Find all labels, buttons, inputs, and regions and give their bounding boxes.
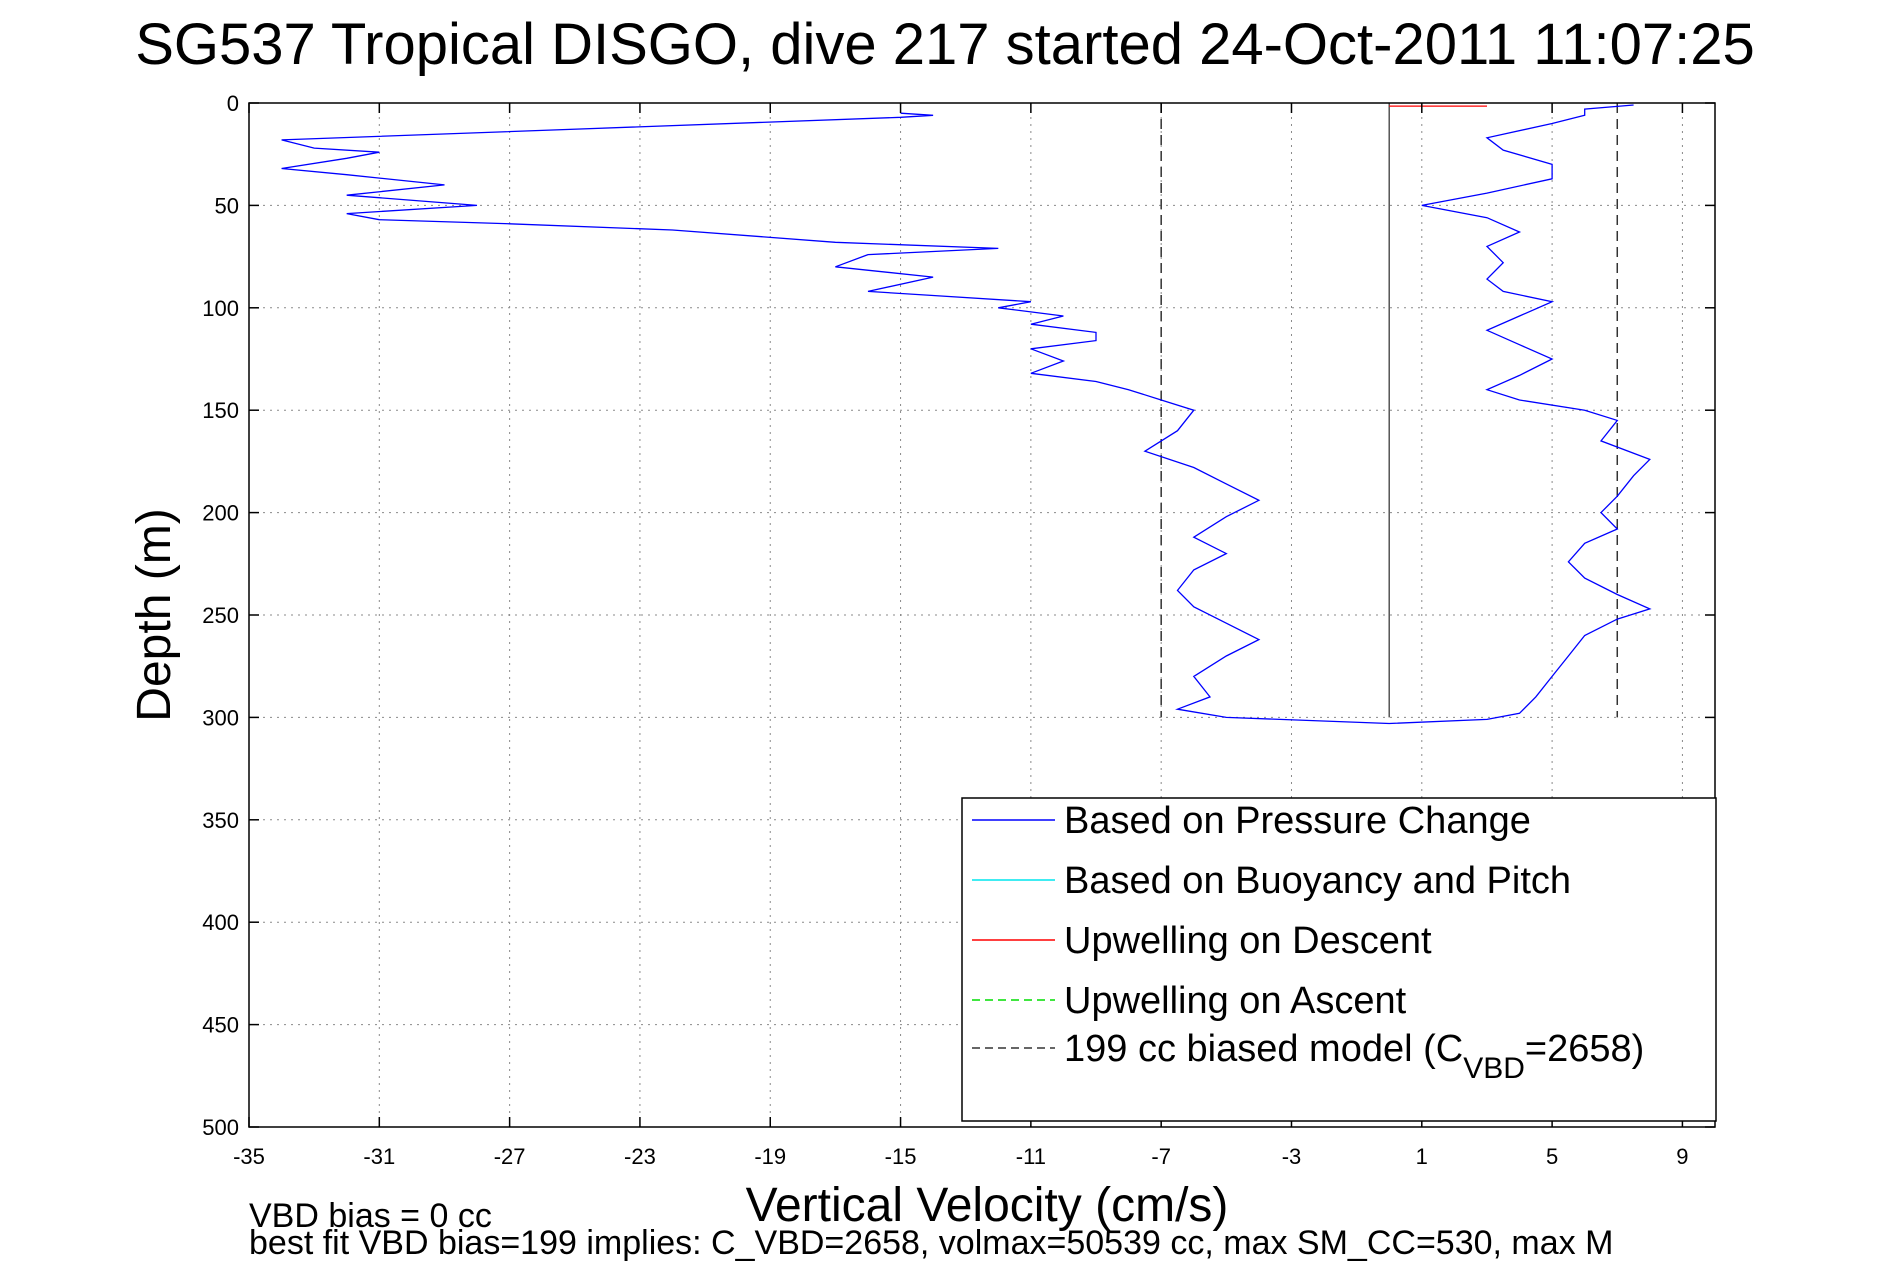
legend: Based on Pressure Change Based on Buoyanc… [961,797,1717,1122]
x-tick-label: -27 [494,1144,526,1169]
x-tick-label: 1 [1416,1144,1428,1169]
x-tick-label: -15 [885,1144,917,1169]
y-axis-label: Depth (m) [128,508,181,721]
footer-best-fit: best fit VBD bias=199 implies: C_VBD=265… [249,1224,1613,1262]
legend-label: Upwelling on Descent [1064,920,1432,962]
legend-box [961,797,1717,1122]
footer-vbd-bias: VBD bias = 0 cc [249,1197,492,1235]
x-tick-label: -19 [754,1144,786,1169]
y-tick-label: 350 [202,808,239,833]
x-tick-label: -3 [1282,1144,1302,1169]
series-line [281,104,1652,725]
y-tick-label: 0 [227,91,239,116]
x-tick-label: -23 [624,1144,656,1169]
x-tick-label: 9 [1676,1144,1688,1169]
x-tick-label: -11 [1016,1144,1046,1169]
x-axis-label: Vertical Velocity (cm/s) [746,1179,1229,1232]
x-tick-label: 5 [1546,1144,1558,1169]
reference-lines [1160,103,1619,718]
legend-label: Based on Buoyancy and Pitch [1064,860,1571,902]
legend-label: Based on Pressure Change [1064,800,1531,842]
series-group [281,104,1652,725]
y-tick-label: 100 [202,296,239,321]
y-tick-label: 200 [202,501,239,526]
x-tick-label: -7 [1151,1144,1171,1169]
ticks: -35 -31 -27 -23 -19 -15 -11 -7 -3 1 5 9050100150200… [202,91,1715,1169]
chart-title: SG537 Tropical DISGO, dive 217 started 2… [135,12,1755,77]
y-tick-label: 400 [202,910,239,935]
y-tick-label: 300 [202,705,239,730]
y-tick-label: 500 [202,1115,239,1140]
y-tick-label: 150 [202,398,239,423]
y-tick-label: 250 [202,603,239,628]
y-tick-label: 50 [215,193,239,218]
legend-label: Upwelling on Ascent [1064,980,1407,1022]
x-tick-label: -35 [233,1144,265,1169]
x-tick-label: -31 [363,1144,395,1169]
y-tick-label: 450 [202,1013,239,1038]
